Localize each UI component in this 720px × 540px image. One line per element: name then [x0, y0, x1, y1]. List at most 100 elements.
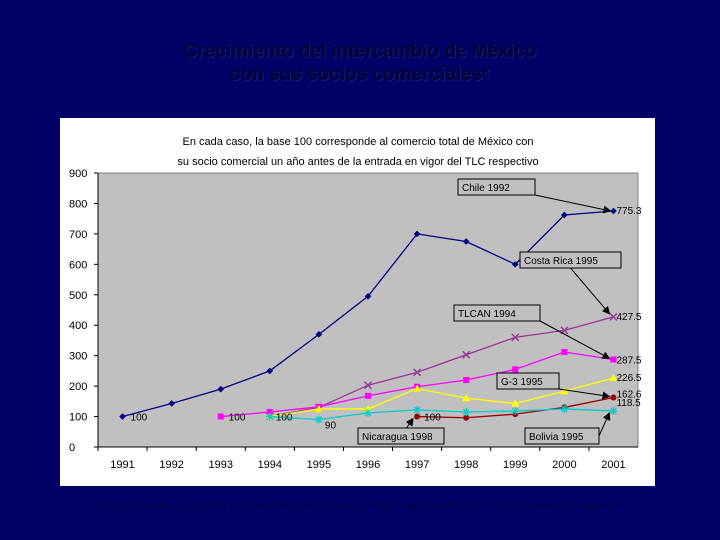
y-tick-label: 100 [69, 412, 87, 424]
data-point [610, 207, 617, 215]
data-point [462, 350, 471, 359]
chart-title-line-2: su socio comercial un año antes de la en… [177, 156, 538, 168]
data-point [314, 415, 323, 424]
chart-panel: En cada caso, la base 100 corresponde al… [60, 118, 655, 486]
x-tick-label: 2001 [601, 459, 625, 471]
x-tick-label: 1998 [454, 459, 478, 471]
data-point [364, 293, 372, 300]
data-label: 90 [325, 421, 337, 432]
data-point [610, 394, 617, 401]
y-tick-label: 500 [69, 290, 87, 302]
data-point [413, 384, 422, 392]
data-point [462, 394, 471, 402]
slide-title-line-1: Crecimiento del intercambio de México [183, 41, 537, 62]
data-point [511, 407, 520, 416]
x-tick-label: 1992 [159, 459, 183, 471]
series-line-1 [269, 316, 614, 418]
x-tick-label: 1999 [503, 459, 527, 471]
x-tick-label: 1997 [405, 459, 429, 471]
data-point [413, 230, 421, 238]
data-label: 226.5 [616, 373, 641, 384]
data-point [217, 385, 225, 393]
data-point [462, 407, 471, 416]
callout-box [519, 251, 622, 269]
y-tick-label: 200 [69, 381, 87, 393]
callout-label: G-3 1995 [501, 377, 543, 388]
data-label: 100 [131, 413, 148, 424]
series-line-3 [269, 377, 614, 418]
callout-box [496, 372, 560, 390]
data-label: 100 [229, 413, 246, 424]
data-point [561, 349, 568, 356]
x-tick-label: 1994 [258, 459, 282, 471]
x-tick-label: 2000 [552, 459, 576, 471]
data-point [462, 238, 470, 245]
x-tick-label: 1995 [307, 459, 331, 471]
callout-arrow [539, 320, 611, 359]
data-point [610, 356, 617, 363]
slide-title-line-2: con sus socios comerciales* [230, 64, 490, 85]
data-point [511, 261, 519, 268]
data-point [609, 374, 618, 382]
y-tick-label: 0 [69, 442, 75, 454]
data-label: 162.6 [616, 389, 641, 400]
x-tick-label: 1991 [110, 459, 134, 471]
data-point [315, 331, 323, 338]
callout-arrow [558, 388, 611, 400]
data-point [266, 408, 273, 415]
footnote: * Los TLCs de México con G-3 (2000), Cos… [92, 502, 618, 511]
data-point [364, 381, 372, 390]
chart-title-line-1: En cada caso, la base 100 corresponde al… [183, 136, 534, 148]
data-point [463, 414, 470, 421]
callout-arrow [598, 412, 611, 437]
y-tick-label: 300 [69, 351, 87, 363]
y-tick-label: 700 [69, 229, 87, 241]
data-label: 100 [276, 413, 293, 424]
y-tick-label: 900 [69, 168, 87, 180]
data-point [512, 366, 519, 373]
data-point [119, 413, 126, 420]
plot-area [97, 172, 639, 448]
data-point [609, 406, 618, 415]
data-point [314, 404, 323, 412]
callout-arrow [534, 194, 612, 214]
data-label: 427.5 [616, 312, 641, 323]
series-line-5 [269, 408, 614, 421]
callout-label: TLCAN 1994 [458, 309, 516, 320]
data-label: 775.3 [616, 206, 641, 217]
data-point [511, 399, 520, 407]
data-point [266, 367, 274, 375]
data-point [561, 211, 568, 219]
data-point [265, 412, 274, 421]
x-tick-label: 1996 [356, 459, 380, 471]
callout-arrow [570, 267, 611, 315]
data-point [414, 413, 421, 420]
slide-title: Crecimiento del intercambio de México co… [0, 40, 720, 86]
line-chart: En cada caso, la base 100 corresponde al… [69, 136, 642, 471]
data-point [413, 405, 422, 414]
data-label: 287.5 [616, 355, 641, 366]
x-tick-label: 1993 [208, 459, 232, 471]
callout-box [457, 178, 536, 196]
data-point [511, 333, 520, 342]
data-point [413, 368, 422, 377]
data-point [217, 413, 224, 420]
data-point [560, 404, 569, 413]
callout-label: Bolivia 1995 [529, 432, 584, 443]
callout-box [524, 427, 600, 445]
data-point [609, 312, 618, 321]
y-tick-label: 600 [69, 259, 87, 271]
callout-box [453, 304, 541, 322]
callout-label: Chile 1992 [462, 183, 510, 194]
data-point [365, 392, 371, 399]
data-point [463, 377, 470, 384]
data-point [560, 387, 569, 395]
data-label: 118.5 [616, 398, 641, 409]
data-point [364, 408, 372, 417]
y-tick-label: 400 [69, 320, 87, 332]
data-label: 100 [424, 413, 441, 424]
callout-box [357, 427, 445, 445]
y-tick-label: 800 [69, 198, 87, 210]
callout-label: Nicaragua 1998 [362, 432, 433, 443]
callout-label: Costa Rica 1995 [524, 256, 598, 267]
